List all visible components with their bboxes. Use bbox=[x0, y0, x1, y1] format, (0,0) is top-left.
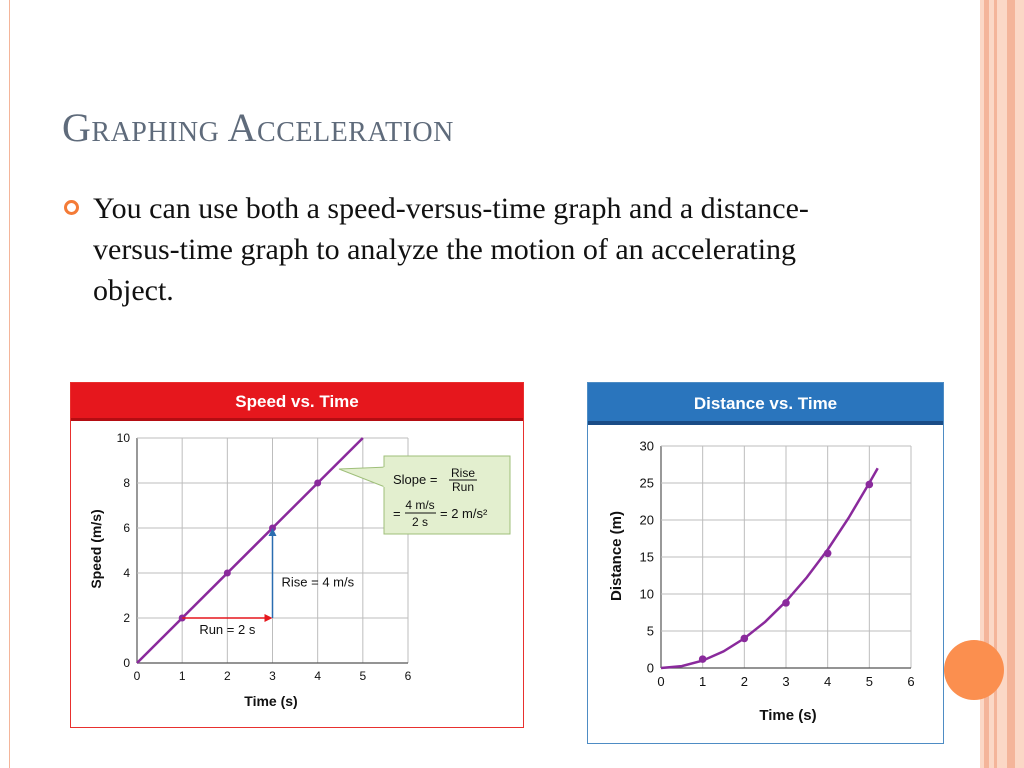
numerator: 4 m/s bbox=[405, 498, 434, 512]
x-tick-label: 0 bbox=[134, 669, 141, 683]
left-rule bbox=[9, 0, 10, 768]
rise-word: Rise bbox=[451, 466, 475, 480]
denominator: 2 s bbox=[412, 515, 428, 529]
slope-callout bbox=[383, 455, 511, 535]
x-axis-label: Time (s) bbox=[759, 707, 816, 724]
y-axis-label: Speed (m/s) bbox=[88, 509, 104, 588]
x-tick-label: 1 bbox=[179, 669, 186, 683]
data-point bbox=[314, 479, 322, 487]
decorative-stripes bbox=[980, 0, 1024, 768]
data-point bbox=[865, 480, 874, 489]
data-point bbox=[223, 569, 231, 577]
y-tick-label: 8 bbox=[123, 476, 130, 490]
y-tick-label: 6 bbox=[123, 521, 130, 535]
x-tick-label: 1 bbox=[699, 674, 706, 689]
y-tick-label: 25 bbox=[640, 476, 654, 491]
data-point bbox=[823, 549, 832, 558]
x-tick-label: 3 bbox=[269, 669, 276, 683]
x-tick-label: 6 bbox=[907, 674, 914, 689]
distance-curve bbox=[660, 467, 879, 670]
speed-line bbox=[136, 437, 364, 664]
x-tick-label: 5 bbox=[866, 674, 873, 689]
data-point bbox=[178, 614, 186, 622]
y-tick-label: 0 bbox=[123, 656, 130, 670]
y-tick-label: 0 bbox=[647, 661, 654, 676]
x-tick-label: 4 bbox=[824, 674, 831, 689]
y-tick-label: 4 bbox=[123, 566, 130, 580]
run-arrowhead bbox=[264, 614, 273, 622]
stripe bbox=[984, 0, 989, 768]
rise-label: Rise = 4 m/s bbox=[282, 575, 355, 590]
y-axis-label: Distance (m) bbox=[608, 511, 625, 601]
data-point bbox=[698, 655, 707, 663]
speed-chart: 0 1 2 3 4 5 6 0 2 4 6 8 10 Time (s) Speed (m/s) Run … bbox=[88, 431, 511, 709]
slide-title: Graphing Acceleration bbox=[62, 105, 454, 150]
x-tick-label: 3 bbox=[782, 674, 789, 689]
stripe bbox=[994, 0, 997, 768]
data-point bbox=[782, 599, 790, 607]
x-tick-label: 0 bbox=[657, 674, 664, 689]
x-tick-label: 4 bbox=[314, 669, 321, 683]
rise-arrowhead bbox=[268, 528, 277, 536]
y-tick-label: 5 bbox=[647, 624, 654, 639]
speed-chart-panel: Speed vs. Time 0 1 2 3 4 5 6 0 2 4 6 8 10 Time (s) S… bbox=[70, 382, 524, 728]
x-tick-label: 6 bbox=[405, 669, 412, 683]
run-label: Run = 2 s bbox=[199, 622, 256, 637]
y-tick-label: 2 bbox=[123, 611, 130, 625]
y-tick-label: 30 bbox=[640, 439, 654, 454]
bullet-text: You can use both a speed-versus-time gra… bbox=[93, 192, 809, 307]
equals-sign: = bbox=[393, 506, 401, 521]
y-tick-label: 15 bbox=[640, 550, 654, 565]
x-axis-label: Time (s) bbox=[244, 693, 297, 709]
x-tick-label: 5 bbox=[359, 669, 366, 683]
y-tick-label: 20 bbox=[640, 513, 654, 528]
chart-title: Distance vs. Time bbox=[588, 383, 943, 425]
slope-prefix: Slope = bbox=[393, 472, 437, 487]
distance-chart: 0 1 2 3 4 5 6 0 5 10 15 20 25 30 Time (s) Distance (m… bbox=[608, 439, 915, 724]
slope-result: = 2 m/s² bbox=[440, 506, 488, 521]
bullet-ring-icon bbox=[64, 200, 79, 215]
x-tick-label: 2 bbox=[741, 674, 748, 689]
distance-chart-panel: Distance vs. Time 0 1 2 3 4 5 6 0 5 10 15 20 25 30 Ti… bbox=[587, 382, 944, 744]
run-word: Run bbox=[452, 480, 474, 494]
decorative-circle bbox=[944, 640, 1004, 700]
x-tick-label: 2 bbox=[224, 669, 231, 683]
data-point bbox=[740, 634, 749, 643]
y-tick-label: 10 bbox=[640, 587, 654, 602]
y-tick-label: 10 bbox=[117, 431, 131, 445]
stripe bbox=[1007, 0, 1015, 768]
chart-title: Speed vs. Time bbox=[71, 383, 523, 421]
